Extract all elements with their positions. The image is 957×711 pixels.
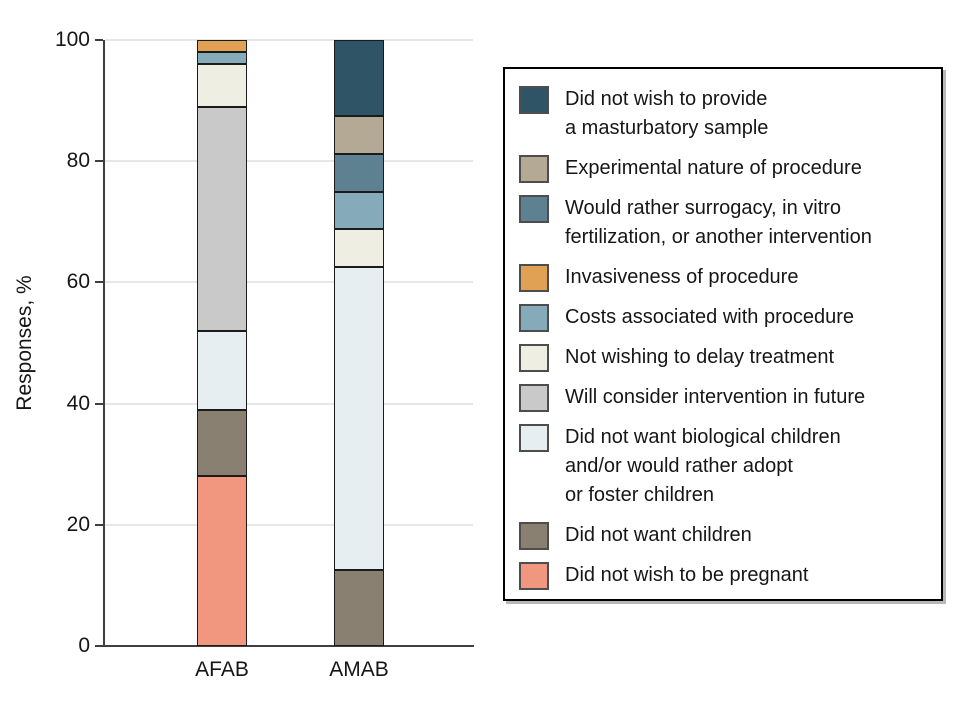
legend-label: Costs associated with procedure bbox=[565, 306, 855, 328]
legend-item: Did not want children bbox=[519, 521, 925, 550]
gridline-60 bbox=[105, 281, 473, 284]
bar-amab bbox=[334, 40, 384, 646]
gridline-80 bbox=[105, 160, 473, 163]
x-axis-line bbox=[103, 645, 474, 647]
y-axis-title: Responses, % bbox=[13, 275, 36, 411]
legend-item: Did not wish to be pregnant bbox=[519, 561, 925, 590]
legend-item: Experimental nature of procedure bbox=[519, 154, 925, 183]
tick-mark-80 bbox=[95, 160, 103, 163]
tick-label-20: 20 bbox=[66, 512, 90, 536]
bar-afab bbox=[197, 40, 247, 646]
bar-segment bbox=[334, 191, 384, 230]
tick-mark-60 bbox=[95, 281, 103, 284]
legend-swatch-icon bbox=[519, 384, 549, 412]
bar-segment bbox=[334, 153, 384, 192]
bar-segment bbox=[197, 40, 247, 53]
legend-label: Experimental nature of procedure bbox=[565, 157, 862, 179]
legend-item: Would rather surrogacy, in vitro fertili… bbox=[519, 194, 925, 252]
bar-segment bbox=[334, 267, 384, 571]
legend-label: Would rather surrogacy, in vitro fertili… bbox=[565, 197, 872, 248]
legend-label: Did not want biological children and/or … bbox=[565, 426, 841, 506]
tick-mark-0 bbox=[95, 645, 103, 647]
tick-mark-20 bbox=[95, 523, 103, 526]
gridline-20 bbox=[105, 523, 473, 526]
legend-item: Costs associated with procedure bbox=[519, 303, 925, 332]
bar-segment bbox=[197, 409, 247, 477]
legend-item: Not wishing to delay treatment bbox=[519, 343, 925, 372]
gridline-100 bbox=[105, 39, 473, 41]
legend-label: Did not wish to provide a masturbatory s… bbox=[565, 88, 769, 139]
legend-item: Did not wish to provide a masturbatory s… bbox=[519, 85, 925, 143]
plot-area: 100 80 60 40 20 0 Responses, % AFAB AMAB bbox=[13, 28, 474, 681]
bar-segment bbox=[197, 106, 247, 331]
legend-swatch-icon bbox=[519, 155, 549, 183]
legend-item: Will consider intervention in future bbox=[519, 383, 925, 412]
tick-label-0: 0 bbox=[78, 634, 90, 657]
legend-swatch-icon bbox=[519, 195, 549, 223]
legend-swatch-icon bbox=[519, 304, 549, 332]
y-axis-line bbox=[103, 40, 105, 647]
gridline-40 bbox=[105, 402, 473, 405]
legend-label: Will consider intervention in future bbox=[565, 386, 866, 408]
tick-mark-100 bbox=[95, 39, 103, 41]
bar-segment bbox=[197, 330, 247, 410]
x-label-afab: AFAB bbox=[195, 658, 249, 681]
legend-label: Not wishing to delay treatment bbox=[565, 346, 835, 368]
bar-segment bbox=[197, 52, 247, 65]
bar-segment bbox=[197, 64, 247, 107]
legend-swatch-icon bbox=[519, 522, 549, 550]
legend-label: Did not want children bbox=[565, 524, 752, 546]
legend-swatch-icon bbox=[519, 562, 549, 590]
tick-label-60: 60 bbox=[66, 270, 90, 294]
bar-segment bbox=[334, 115, 384, 154]
legend-swatch-icon bbox=[519, 264, 549, 292]
bar-segment bbox=[334, 570, 384, 646]
tick-label-100: 100 bbox=[54, 28, 90, 51]
legend-box: Did not wish to provide a masturbatory s… bbox=[503, 67, 943, 601]
legend-item: Invasiveness of procedure bbox=[519, 263, 925, 292]
x-label-amab: AMAB bbox=[329, 658, 389, 681]
legend-label: Invasiveness of procedure bbox=[565, 266, 799, 288]
bar-segment bbox=[197, 476, 247, 646]
legend-swatch-icon bbox=[519, 424, 549, 452]
tick-label-80: 80 bbox=[66, 149, 90, 173]
legend-item: Did not want biological children and/or … bbox=[519, 423, 925, 510]
legend-swatch-icon bbox=[519, 344, 549, 372]
tick-mark-40 bbox=[95, 402, 103, 405]
bar-segment bbox=[334, 40, 384, 116]
legend-swatch-icon bbox=[519, 86, 549, 114]
legend-label: Did not wish to be pregnant bbox=[565, 564, 809, 586]
tick-label-40: 40 bbox=[66, 391, 90, 415]
bar-segment bbox=[334, 229, 384, 268]
